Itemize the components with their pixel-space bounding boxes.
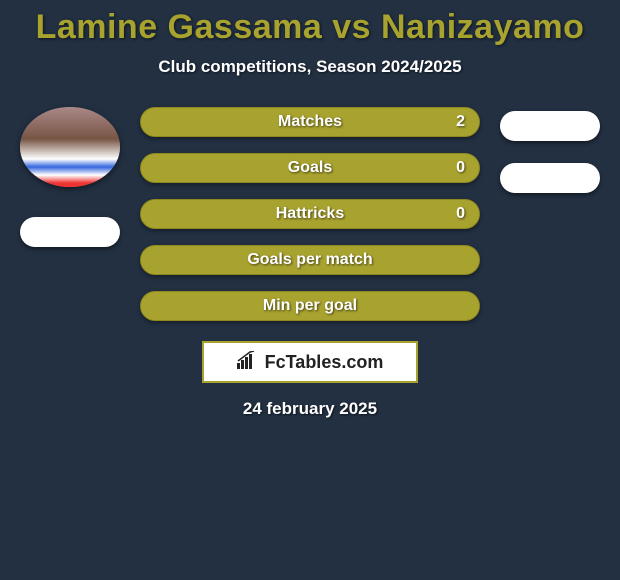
- bar-chart-icon: [237, 351, 259, 374]
- chart-area: Matches 2 Goals 0 Hattricks 0 Goals per …: [0, 107, 620, 419]
- stat-bar-goals: Goals 0: [140, 153, 480, 183]
- stat-bar-goals-per-match: Goals per match: [140, 245, 480, 275]
- comparison-card: Lamine Gassama vs Nanizayamo Club compet…: [0, 0, 620, 419]
- player-right-pill: [500, 163, 600, 193]
- player-left-avatar: [20, 107, 120, 187]
- logo-text: FcTables.com: [265, 352, 384, 373]
- stat-label: Goals: [141, 159, 479, 177]
- player-left-column: [10, 107, 130, 247]
- stat-label: Min per goal: [141, 297, 479, 315]
- player-right-pill: [500, 111, 600, 141]
- player-left-pill: [20, 217, 120, 247]
- stat-label: Goals per match: [141, 251, 479, 269]
- stat-value: 0: [456, 205, 465, 223]
- date-label: 24 february 2025: [0, 399, 620, 419]
- stat-bar-matches: Matches 2: [140, 107, 480, 137]
- logo-box: FcTables.com: [202, 341, 418, 383]
- stat-value: 2: [456, 113, 465, 131]
- stat-label: Matches: [141, 113, 479, 131]
- stat-label: Hattricks: [141, 205, 479, 223]
- stat-bars: Matches 2 Goals 0 Hattricks 0 Goals per …: [140, 107, 480, 321]
- stat-bar-min-per-goal: Min per goal: [140, 291, 480, 321]
- subtitle: Club competitions, Season 2024/2025: [0, 57, 620, 77]
- avatar-placeholder: [20, 107, 120, 187]
- stat-bar-hattricks: Hattricks 0: [140, 199, 480, 229]
- player-right-column: [490, 107, 610, 215]
- stat-value: 0: [456, 159, 465, 177]
- page-title: Lamine Gassama vs Nanizayamo: [0, 8, 620, 47]
